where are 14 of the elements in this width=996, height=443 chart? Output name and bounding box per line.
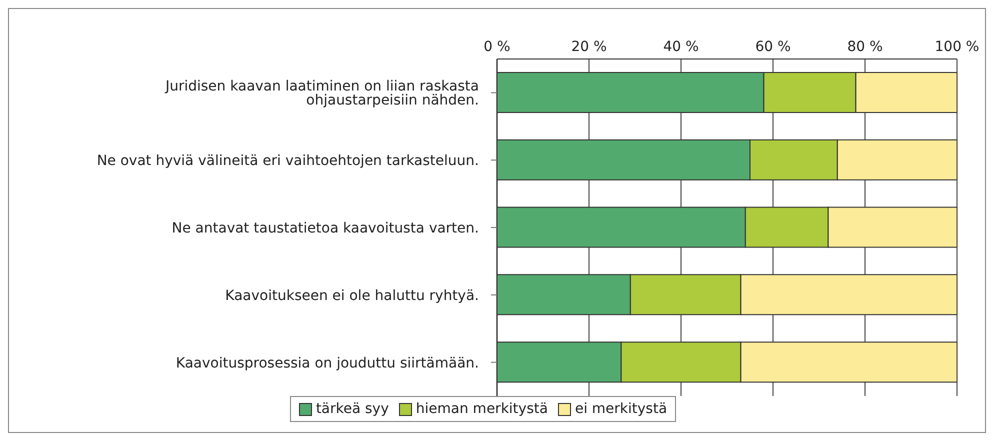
legend-label: ei merkitystä	[574, 401, 668, 417]
legend-label: tärkeä syy	[316, 401, 389, 417]
x-tick-label: 40 %	[663, 39, 699, 55]
legend-label: hieman merkitystä	[416, 401, 548, 417]
y-tick-label: Ne ovat hyviä välineitä eri vaihtoehtojen tarkasteluun.	[96, 153, 479, 170]
y-tick-label: Juridisen kaavan laatiminen on liian raskasta ohjaustarpeisiin nähden.	[164, 78, 479, 109]
y-tick-label: Kaavoitusprosessia on jouduttu siirtämään.	[176, 355, 479, 372]
y-tick-label: Ne antavat taustatietoa kaavoitusta varten.	[172, 220, 479, 236]
y-tick-label: Kaavoitukseen ei ole haluttu ryhtyä.	[225, 288, 479, 304]
x-tick-label: 0 %	[484, 39, 510, 55]
x-tick-label: 100 %	[934, 39, 980, 55]
x-tick-label: 80 %	[847, 39, 883, 55]
x-tick-label: 60 %	[755, 39, 791, 55]
x-tick-label: 20 %	[571, 39, 607, 55]
